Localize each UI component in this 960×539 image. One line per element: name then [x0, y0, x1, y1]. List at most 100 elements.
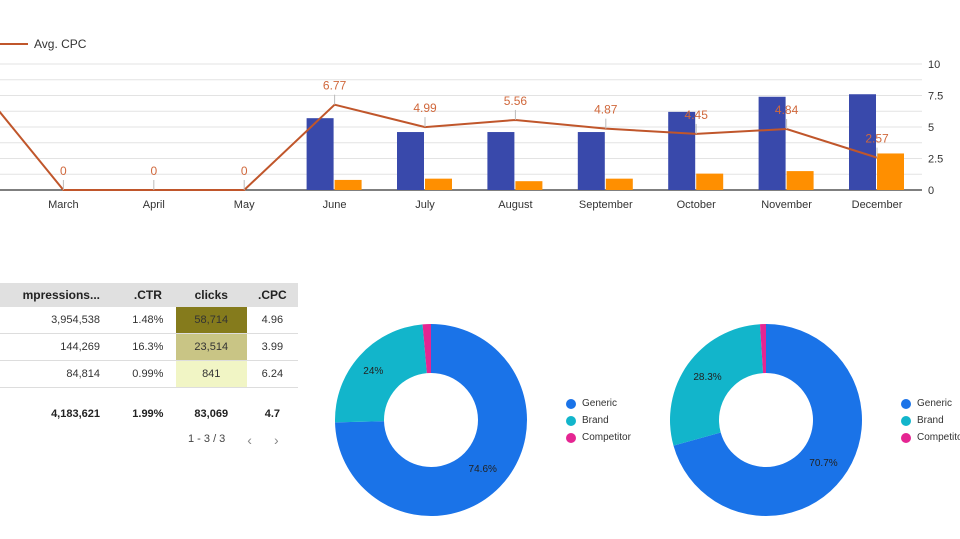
legend-item[interactable]: Brand [901, 412, 960, 429]
bar-series-2 [877, 153, 904, 190]
legend-item[interactable]: Competitor [901, 429, 960, 446]
pie-slice-competitor [422, 324, 431, 374]
bar-series-2 [605, 178, 633, 190]
bar-series-1 [397, 132, 424, 190]
x-tick-label: April [143, 199, 165, 211]
header-cpc[interactable]: .CPC [246, 283, 298, 307]
pie-slice-generic [673, 324, 862, 516]
legend-line-swatch [0, 43, 28, 45]
legend-dot [901, 398, 911, 409]
bar-series-2 [696, 173, 724, 190]
bar-series-2 [425, 178, 452, 190]
slice-label: 70.7% [809, 457, 838, 469]
table-cell: 23,514 [175, 333, 247, 361]
table-row[interactable]: 3,954,538 1.48% 58,714 4.96 [0, 307, 298, 334]
bar-series-1 [758, 96, 786, 190]
table-row[interactable]: 144,269 16.3% 23,514 3.99 [0, 333, 298, 361]
pie-slice-generic [335, 324, 528, 517]
legend-dot [566, 415, 576, 426]
table-cell: 1.48% [120, 307, 176, 334]
legend-item[interactable]: Generic [901, 395, 960, 412]
y-tick-label: 5 [928, 122, 934, 134]
x-tick-label: November [761, 199, 812, 211]
bar-series-1 [577, 132, 605, 190]
legend-dot [901, 432, 911, 443]
x-tick-label: December [852, 199, 903, 211]
pie-legend: Generic Brand Competitor [901, 395, 960, 446]
bar-series-2 [786, 171, 814, 190]
chevron-left-icon[interactable]: ‹ [247, 432, 252, 448]
legend-item[interactable]: Brand [566, 412, 631, 429]
table-cell: 58,714 [175, 307, 247, 334]
legend-label: Generic [582, 398, 618, 409]
data-label: 6.77 [323, 79, 347, 93]
table-cell: 3,954,538 [0, 307, 120, 334]
table-cell: 6.24 [246, 360, 298, 388]
table-cell: 3.99 [246, 333, 298, 361]
page-range: 1 - 3 / 3 [188, 433, 226, 445]
total-cell: 4,183,621 [51, 408, 100, 420]
legend-item[interactable]: Competitor [566, 429, 631, 446]
bar-series-2 [515, 181, 543, 190]
data-label: 4.99 [413, 101, 437, 115]
pie-slice-brand [335, 324, 427, 423]
table-cell: 4.96 [246, 307, 298, 334]
chart-legend: Avg. CPC [0, 37, 86, 51]
y-tick-label: 2.5 [928, 154, 943, 166]
slice-label: 24% [363, 366, 384, 378]
legend-label: Avg. CPC [34, 37, 87, 51]
legend-label: Generic [917, 398, 953, 409]
data-label: 2.57 [865, 132, 889, 146]
data-label: 4.87 [594, 103, 618, 117]
legend-dot [901, 415, 911, 426]
legend-dot [566, 398, 576, 409]
legend-label: Competitor [582, 432, 631, 443]
bar-series-1 [668, 111, 696, 190]
pie-slice-competitor [759, 324, 766, 374]
x-tick-label: August [498, 199, 532, 211]
legend-item[interactable]: Generic [566, 395, 631, 412]
x-tick-label: September [579, 199, 633, 211]
bar-series-2 [334, 179, 362, 190]
data-label: 0 [60, 164, 67, 178]
table-cell: 16.3% [120, 333, 176, 361]
chevron-right-icon[interactable]: › [273, 432, 279, 448]
data-table: mpressions... .CTR clicks .CPC 3,954,538… [0, 283, 298, 440]
totals-row: 4,183,621 1.99% 83,069 4.7 [0, 388, 298, 441]
data-label: 0 [241, 164, 248, 178]
slice-label: 74.6% [468, 464, 497, 476]
bar-series-1 [487, 132, 515, 190]
y-tick-label: 0 [928, 185, 934, 197]
x-tick-label: October [677, 199, 716, 211]
data-label: 0 [150, 164, 157, 178]
combo-chart: 0 2.5 5 7.5 10 March April May June July August Sep… [0, 59, 943, 211]
data-label: 5.56 [504, 94, 528, 108]
total-cell: 4.7 [264, 408, 281, 420]
total-cell: 1.99% [132, 408, 164, 420]
pagination: 1 - 3 / 3 ‹ › [188, 433, 279, 447]
y-tick-label: 10 [928, 59, 940, 71]
bar-series-1 [849, 94, 876, 190]
data-label: 4.45 [685, 108, 709, 122]
header-clicks[interactable]: clicks [175, 283, 247, 307]
legend-label: Brand [582, 415, 609, 426]
x-tick-label: July [415, 199, 435, 211]
slice-label: 28.3% [693, 372, 722, 384]
pie-legend: Generic Brand Competitor [566, 395, 631, 446]
table-cell: 841 [175, 360, 247, 388]
table-cell: 144,269 [0, 333, 120, 361]
data-label: 4.84 [775, 103, 799, 117]
x-tick-label: March [48, 199, 79, 211]
table-row[interactable]: 84,814 0.99% 841 6.24 [0, 360, 298, 388]
legend-label: Brand [917, 415, 944, 426]
table-cell: 0.99% [120, 360, 176, 388]
y-tick-label: 7.5 [928, 91, 943, 103]
header-ctr[interactable]: .CTR [120, 283, 176, 307]
bar-series-1 [306, 118, 334, 190]
x-tick-label: June [323, 199, 347, 211]
x-tick-label: May [234, 199, 255, 211]
legend-dot [566, 432, 576, 443]
header-impressions[interactable]: mpressions... [0, 283, 120, 307]
